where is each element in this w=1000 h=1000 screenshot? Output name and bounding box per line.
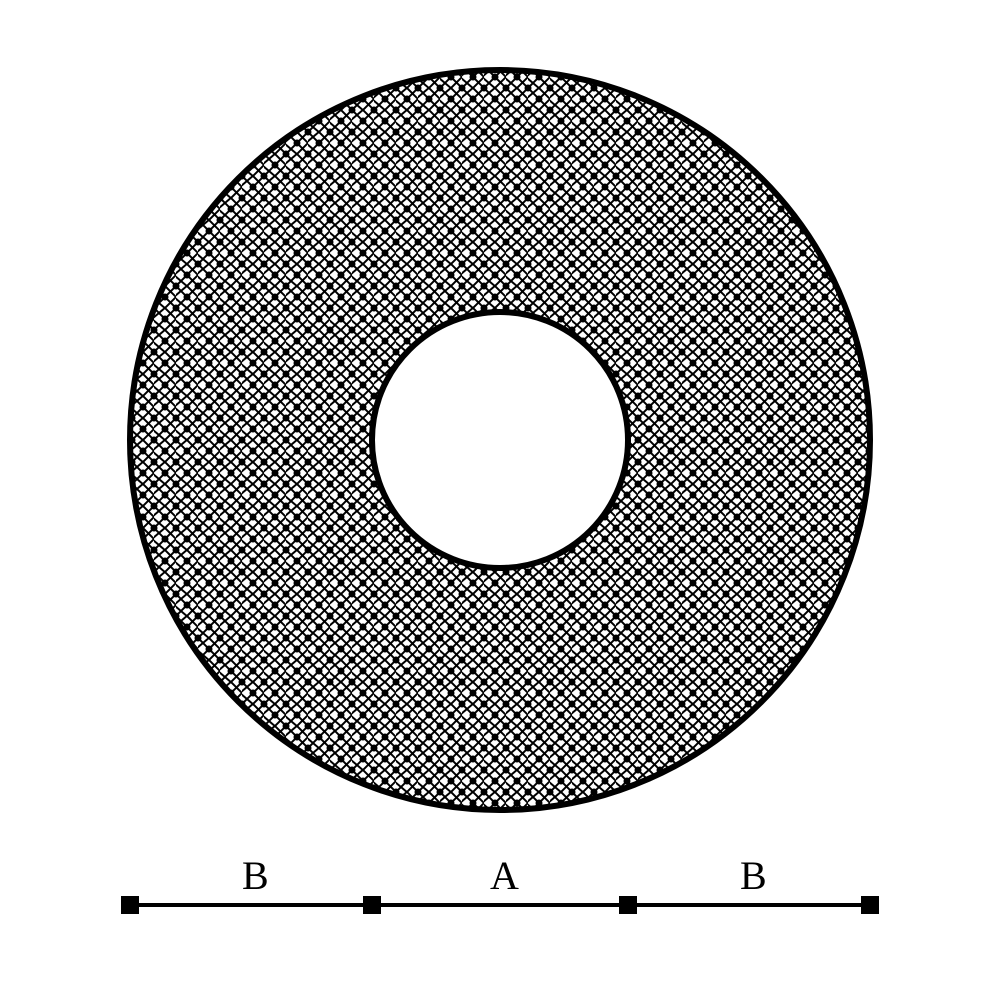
cross-section-diagram bbox=[0, 0, 1000, 1000]
diagram-stage: B A B bbox=[0, 0, 1000, 1000]
annulus-hatch bbox=[0, 0, 1000, 1000]
dimension-label-center: A bbox=[490, 852, 519, 899]
dimension-label-right: B bbox=[740, 852, 767, 899]
dimension-label-left: B bbox=[242, 852, 269, 899]
